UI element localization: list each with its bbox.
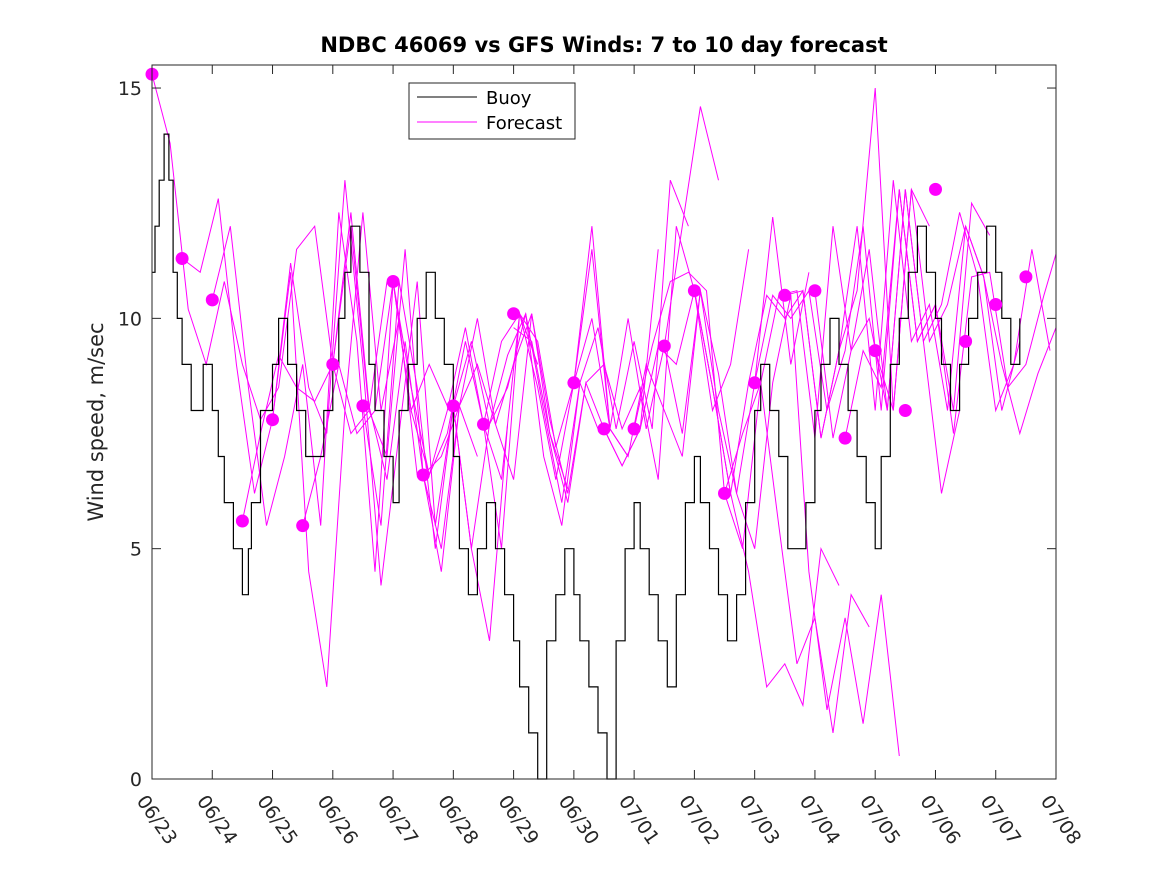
forecast-point — [477, 417, 490, 431]
forecast-point — [989, 298, 1003, 311]
forecast-point — [507, 307, 521, 321]
y-tick-label: 5 — [130, 539, 142, 561]
forecast-line-11 — [483, 106, 719, 480]
forecast-point — [868, 344, 882, 358]
forecast-line-0 — [151, 74, 388, 435]
forecast-point — [929, 182, 942, 196]
forecast-line-13 — [573, 216, 810, 494]
forecast-line-23 — [874, 189, 1057, 436]
forecast-point — [959, 334, 973, 348]
forecast-point — [808, 284, 822, 298]
forecast-point — [597, 422, 611, 436]
forecast-point — [266, 413, 279, 427]
forecast-point — [356, 399, 370, 413]
forecast-point — [748, 376, 762, 390]
forecast-point — [235, 514, 249, 528]
buoy-line — [152, 133, 1021, 780]
y-tick-label: 15 — [118, 78, 142, 100]
forecast-point — [627, 422, 641, 436]
forecast-point — [898, 404, 912, 417]
forecast-point — [416, 468, 430, 482]
forecast-point — [326, 357, 340, 371]
legend-buoy-label: Buoy — [486, 88, 532, 109]
forecast-point — [778, 288, 792, 302]
forecast-line-1 — [181, 198, 418, 687]
legend-box — [408, 82, 576, 140]
legend-forecast-label: Forecast — [486, 113, 562, 134]
forecast-point — [175, 252, 189, 265]
chart-title: NDBC 46069 vs GFS Winds: 7 to 10 day for… — [320, 33, 887, 57]
forecast-line-15 — [633, 271, 870, 733]
forecast-point — [838, 431, 852, 445]
legend: Buoy Forecast — [408, 82, 576, 140]
forecast-line-3 — [241, 226, 478, 522]
forecast-point — [1019, 270, 1033, 284]
forecast-point — [567, 376, 581, 390]
forecast-point — [687, 284, 701, 298]
forecast-point — [657, 339, 671, 353]
forecast-line-12 — [513, 226, 750, 503]
forecast-point — [296, 519, 310, 533]
y-tick-label: 0 — [130, 769, 142, 791]
forecast-point — [446, 399, 460, 413]
plot-area — [152, 65, 1056, 779]
forecast-point — [386, 275, 400, 288]
forecast-line-7 — [362, 281, 599, 549]
forecast-line-8 — [392, 249, 629, 549]
axes-box — [151, 64, 1057, 780]
forecast-line-21 — [814, 189, 1051, 439]
y-tick-label: 10 — [118, 308, 142, 330]
forecast-line-22 — [844, 189, 1057, 439]
y-axis-label: Wind speed, m/sec — [84, 322, 108, 521]
forecast-line-5 — [302, 281, 539, 526]
forecast-point — [205, 293, 219, 307]
series-layer — [145, 67, 1057, 780]
forecast-line-6 — [332, 212, 569, 572]
forecast-line-16 — [663, 290, 900, 757]
forecast-point — [718, 486, 731, 500]
